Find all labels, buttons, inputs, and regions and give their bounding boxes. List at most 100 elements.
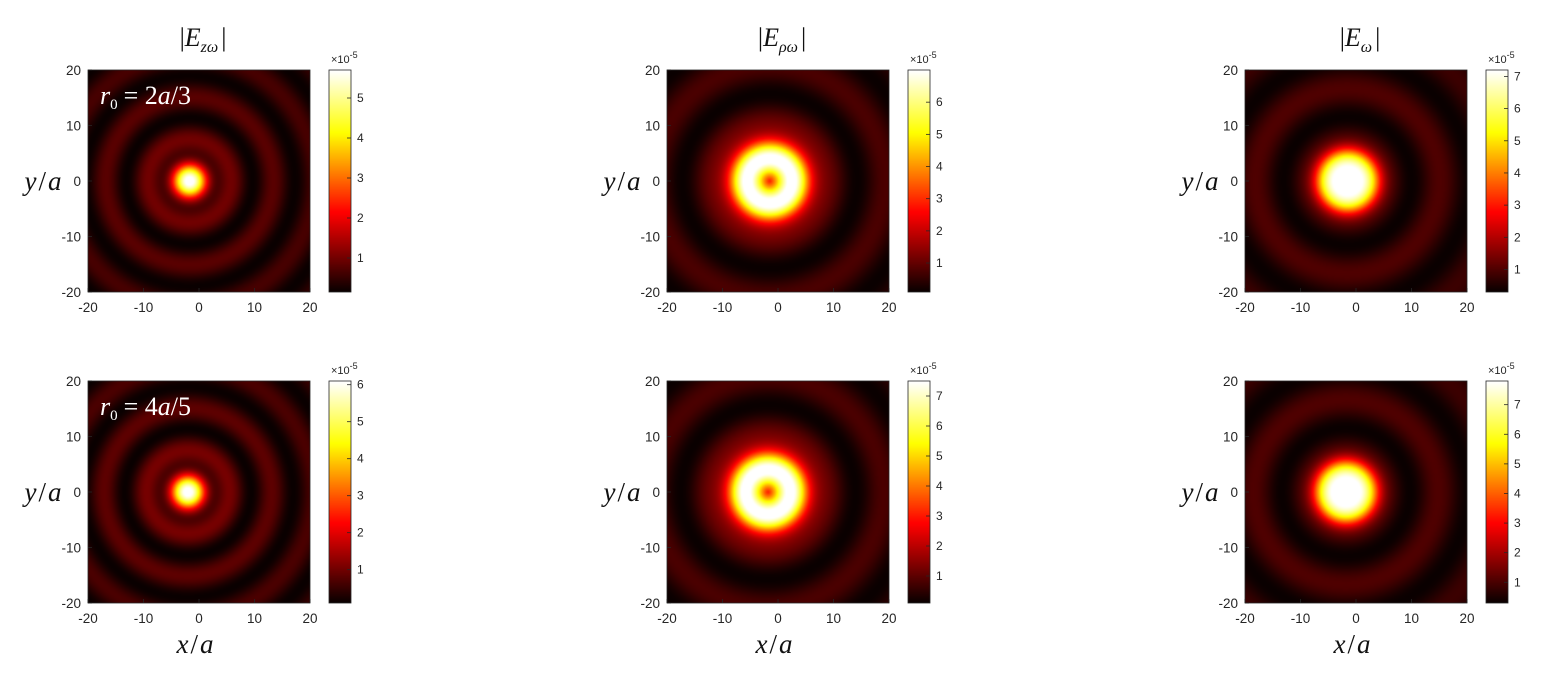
colorbar-frame [328, 380, 352, 604]
y-tick-label: -10 [61, 230, 81, 245]
colorbar-tick-label: 6 [1514, 102, 1521, 116]
x-tick-label: -20 [657, 611, 677, 626]
colorbar-tick-label: 3 [1514, 198, 1521, 212]
colorbar [908, 381, 930, 603]
colorbar-tick-label: 3 [1514, 516, 1521, 530]
y-tick-label: 20 [66, 63, 81, 78]
colorbar-tick-label: 6 [936, 95, 943, 109]
x-tick-label: 20 [1459, 300, 1474, 315]
colorbar-tick-label: 5 [1514, 134, 1521, 148]
panel-title: |Ezω | [180, 23, 227, 56]
panel-title: |Eρω | [758, 23, 806, 56]
radius-annotation: r0 = 4a/5 [100, 392, 191, 424]
y-tick-label: 10 [645, 119, 660, 134]
x-tick-label: 10 [247, 300, 262, 315]
colorbar-exponent: ×10-5 [910, 50, 937, 66]
x-tick-label: 0 [774, 611, 782, 626]
heatmap-image [88, 70, 310, 292]
colorbar-tick-label: 5 [1514, 457, 1521, 471]
x-tick-label: 0 [195, 300, 203, 315]
colorbar-tick-label: 2 [1514, 546, 1521, 560]
colorbar-frame [907, 69, 931, 293]
colorbar-tick-label: 3 [357, 171, 364, 185]
colorbar-tick-label: 3 [357, 489, 364, 503]
colorbar-tick-label: 5 [357, 415, 364, 429]
colorbar-exponent: ×10-5 [331, 50, 358, 66]
y-tick-label: 0 [1230, 485, 1238, 500]
x-tick-label: -20 [1235, 300, 1255, 315]
x-tick-label: -20 [78, 300, 98, 315]
y-tick-label: -20 [1218, 285, 1238, 300]
colorbar-frame [1485, 380, 1509, 604]
y-tick-label: -20 [1218, 596, 1238, 611]
x-tick-label: 20 [881, 300, 896, 315]
y-tick-label: -20 [61, 285, 81, 300]
x-tick-label: 0 [1352, 611, 1360, 626]
y-tick-label: -10 [1218, 230, 1238, 245]
colorbar [1486, 381, 1508, 603]
y-tick-label: -20 [640, 596, 660, 611]
colorbar-tick-label: 1 [936, 569, 943, 583]
colorbar-frame [907, 380, 931, 604]
colorbar-tick-label: 4 [936, 479, 943, 493]
y-tick-label: 0 [652, 174, 660, 189]
y-axis-label: y/a [1179, 477, 1219, 507]
colorbar-tick-label: 4 [1514, 486, 1521, 500]
x-tick-label: 10 [1404, 611, 1419, 626]
colorbar-exponent: ×10-5 [331, 361, 358, 377]
colorbar-tick-label: 4 [936, 160, 943, 174]
y-tick-label: 0 [73, 485, 81, 500]
y-tick-label: 20 [1223, 63, 1238, 78]
radius-annotation: r0 = 2a/3 [100, 81, 191, 113]
x-tick-label: 0 [774, 300, 782, 315]
heatmap-image [667, 70, 889, 292]
x-tick-label: 10 [1404, 300, 1419, 315]
y-tick-label: -10 [640, 230, 660, 245]
colorbar-tick-label: 1 [357, 563, 364, 577]
x-tick-label: -10 [1291, 300, 1311, 315]
colorbar-tick-label: 7 [936, 389, 943, 403]
colorbar-exponent: ×10-5 [910, 361, 937, 377]
y-tick-label: 10 [66, 430, 81, 445]
y-tick-label: 20 [66, 374, 81, 389]
heatmap-image [1245, 381, 1467, 603]
x-axis-label: x/a [755, 629, 793, 659]
colorbar-tick-label: 7 [1514, 398, 1521, 412]
colorbar-tick-label: 4 [1514, 166, 1521, 180]
colorbar-tick-label: 5 [357, 91, 364, 105]
x-tick-label: -20 [657, 300, 677, 315]
colorbar-exponent: ×10-5 [1488, 361, 1515, 377]
x-tick-label: -10 [1291, 611, 1311, 626]
y-tick-label: 20 [1223, 374, 1238, 389]
y-tick-label: 0 [652, 485, 660, 500]
y-tick-label: 10 [1223, 119, 1238, 134]
y-tick-label: 20 [645, 63, 660, 78]
x-tick-label: 10 [826, 611, 841, 626]
heatmap-panel: -20 -10 0 10 20 20 10 0 -10 -20 1 2 3 4 5 6 7 ×10-5 y/a x/a [601, 361, 944, 659]
colorbar-tick-label: 5 [936, 127, 943, 141]
x-axis-label: x/a [176, 629, 214, 659]
colorbar-tick-label: 1 [357, 251, 364, 265]
heatmap-image [88, 381, 310, 603]
x-tick-label: -20 [78, 611, 98, 626]
colorbar-tick-label: 2 [1514, 230, 1521, 244]
heatmap-panel: -20 -10 0 10 20 20 10 0 -10 -20 1 2 3 4 5 6 ×10-5 |Eρω | y/… [601, 23, 944, 315]
colorbar-tick-label: 1 [936, 256, 943, 270]
colorbar-tick-label: 6 [1514, 427, 1521, 441]
colorbar [329, 381, 351, 603]
colorbar-tick-label: 6 [357, 378, 364, 392]
y-tick-label: -10 [61, 541, 81, 556]
heatmap-image [1245, 70, 1467, 292]
y-axis-label: y/a [1179, 166, 1219, 196]
y-axis-label: y/a [601, 477, 641, 507]
colorbar-tick-label: 4 [357, 452, 364, 466]
y-tick-label: 0 [73, 174, 81, 189]
x-tick-label: -20 [1235, 611, 1255, 626]
colorbar [1486, 70, 1508, 292]
y-axis-label: y/a [601, 166, 641, 196]
x-tick-label: 20 [881, 611, 896, 626]
x-axis-label: x/a [1333, 629, 1371, 659]
colorbar-tick-label: 7 [1514, 69, 1521, 83]
panel-title: |Eω | [1340, 23, 1381, 56]
